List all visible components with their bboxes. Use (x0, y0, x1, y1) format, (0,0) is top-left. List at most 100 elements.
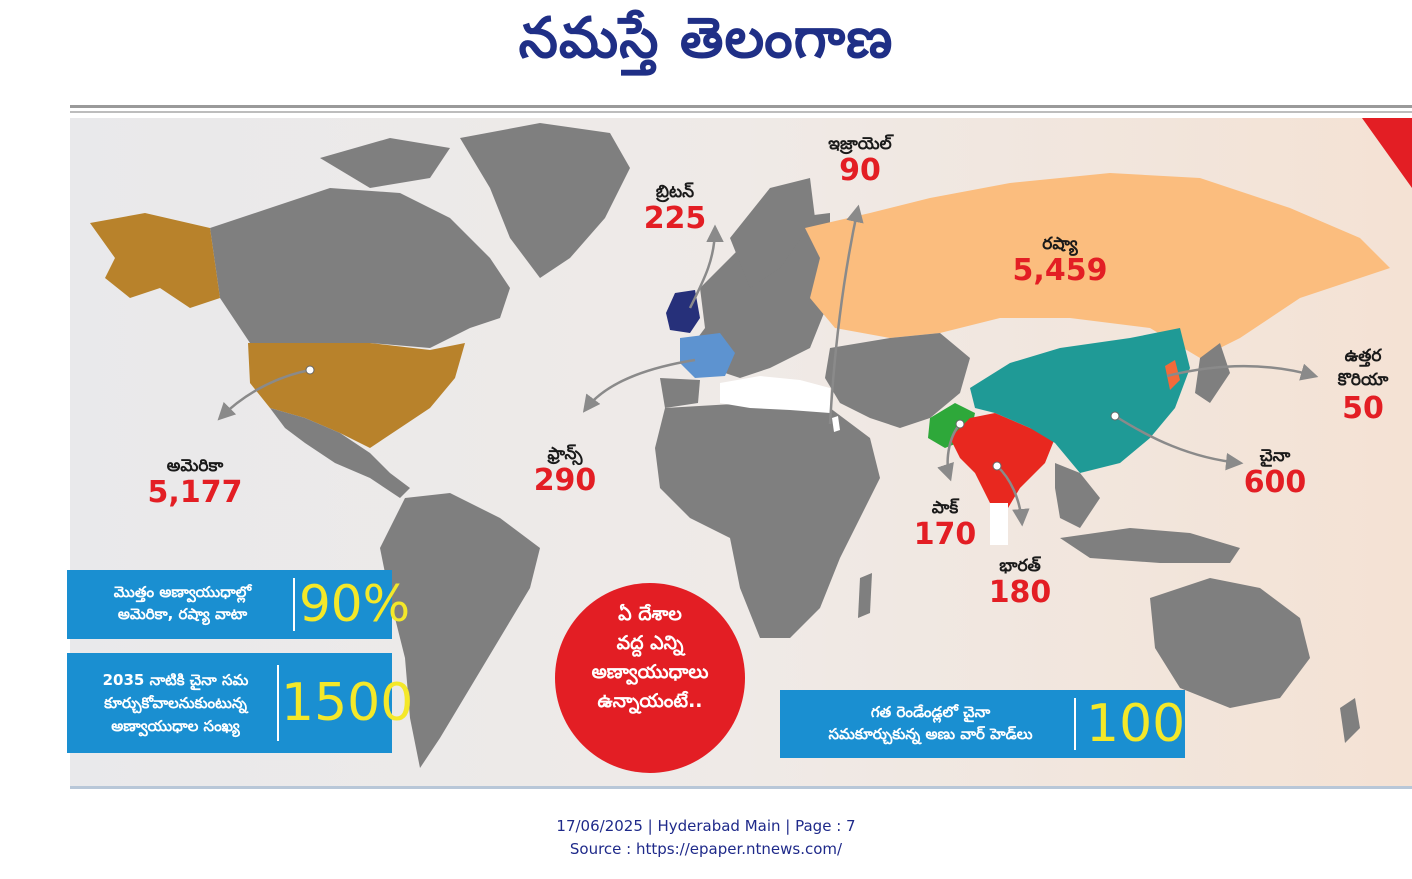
india-dot (992, 461, 1002, 471)
label-india: భారత్ 180 (975, 556, 1065, 610)
label-usa: అమెరికా 5,177 (140, 456, 250, 510)
info-separator (293, 578, 295, 631)
japan-shape (1195, 343, 1230, 403)
australia-shape (1150, 578, 1310, 708)
country-value: 5,459 (1012, 253, 1108, 288)
headline-circle (555, 583, 745, 773)
info-box-text: మొత్తం అణ్వాయుధాల్లో అమెరికా, రష్యా వాటా (75, 581, 290, 625)
info-line: అణ్వాయుధాల సంఖ్య (111, 717, 240, 735)
info-separator (1074, 698, 1076, 750)
pakistan-arrow (937, 423, 961, 482)
russia-shape (805, 173, 1390, 358)
world-map-panel: బ్రిటన్ 225 ఇజ్రాయెల్ 90 రష్యా 5,459 ఉత్… (70, 118, 1412, 788)
mexico-shape (270, 408, 410, 498)
china-arrow (1114, 414, 1244, 471)
label-china: చైనా 600 (1230, 446, 1320, 500)
usa-arrow (217, 368, 311, 421)
usa-dot (305, 365, 315, 375)
label-north-korea: ఉత్తర కొరియా 50 (1318, 344, 1408, 426)
country-value: 90 (839, 153, 881, 188)
north-korea-arrow (1166, 363, 1319, 381)
info-box-share: మొత్తం అణ్వాయుధాల్లో అమెరికా, రష్యా వాటా… (67, 570, 410, 639)
country-name: ఫ్రాన్స్ (547, 444, 583, 464)
country-name: పాక్ (931, 498, 959, 518)
country-value: 290 (533, 463, 597, 498)
info-box-number: 100 (1086, 694, 1186, 754)
headline-line: ఉన్నాయంటే.. (597, 690, 703, 712)
header-divider (70, 105, 1412, 108)
country-value: 50 (1342, 391, 1384, 426)
info-line: కూర్చుకోవాలనుకుంటున్న (104, 694, 247, 712)
masthead: నమస్తే తెలంగాణ (0, 0, 1412, 100)
info-box-number: 1500 (281, 673, 414, 733)
country-name: చైనా (1259, 446, 1291, 466)
info-box-text: గత రెండేండ్లలో చైనా సమకూర్చుకున్న అణు వా… (788, 701, 1073, 745)
pakistan-dot (955, 419, 965, 429)
mediterranean-shape (720, 376, 830, 413)
country-value: 180 (988, 575, 1052, 610)
map-bottom-rule (70, 786, 1412, 789)
arctic-islands-shape (320, 138, 450, 188)
info-box-china-two-years: గత రెండేండ్లలో చైనా సమకూర్చుకున్న అణు వా… (780, 690, 1185, 758)
country-name: ఉత్తర కొరియా (1337, 346, 1389, 390)
country-name: అమెరికా (166, 456, 224, 476)
india-label-bar (990, 503, 1008, 545)
label-pakistan: పాక్ 170 (905, 498, 985, 552)
info-line: గత రెండేండ్లలో చైనా (870, 703, 991, 721)
south-america-shape (380, 493, 540, 768)
country-name: బ్రిటన్ (655, 182, 695, 202)
info-box-number: 90% (299, 575, 411, 633)
europe-shape (690, 213, 830, 378)
label-britain: బ్రిటన్ 225 (630, 182, 720, 236)
madagascar-shape (858, 573, 872, 618)
headline-line: ఏ దేశాల (618, 603, 682, 625)
label-russia: రష్యా 5,459 (990, 234, 1130, 288)
country-value: 5,177 (147, 475, 243, 510)
country-value: 170 (913, 517, 977, 552)
info-line: అమెరికా, రష్యా వాటా (117, 605, 248, 623)
india-arrow (996, 465, 1030, 527)
info-box-china-2035: 2035 నాటికి చైనా సమ కూర్చుకోవాలనుకుంటున్… (67, 653, 413, 753)
middle-east-shape (825, 333, 970, 428)
info-line: మొత్తం అణ్వాయుధాల్లో (113, 583, 252, 601)
country-name: రష్యా (1042, 234, 1078, 254)
canada-shape (210, 188, 510, 348)
headline-text: ఏ దేశాల వద్ద ఎన్ని అణ్వాయుధాలు ఉన్నాయంటే… (555, 600, 745, 716)
country-name: ఇజ్రాయెల్ (828, 134, 892, 154)
info-line: సమకూర్చుకున్న అణు వార్ హెడ్‌లు (828, 725, 1033, 743)
france-arrow (582, 358, 696, 413)
info-separator (277, 665, 279, 741)
headline-line: అణ్వాయుధాలు (591, 661, 709, 683)
france-shape (680, 333, 735, 378)
israel-arrow (828, 204, 864, 425)
alaska-shape (90, 213, 220, 308)
footer-source-line: Source : https://epaper.ntnews.com/ (569, 840, 843, 858)
iberia-shape (660, 378, 700, 408)
china-shape (970, 328, 1190, 473)
label-france: ఫ్రాన్స్ 290 (520, 444, 610, 498)
headline-line: వద్ద ఎన్ని (616, 632, 684, 654)
country-name: భారత్ (999, 556, 1041, 576)
world-map (90, 118, 1412, 768)
indonesia-shape (1060, 528, 1240, 563)
britain-shape (666, 290, 700, 333)
scandinavia-shape (730, 178, 815, 288)
footer-date-line: 17/06/2025 | Hyderabad Main | Page : 7 (556, 817, 856, 835)
country-value: 225 (643, 201, 707, 236)
southeast-asia-shape (1055, 463, 1100, 528)
africa-shape (655, 403, 880, 638)
label-israel: ఇజ్రాయెల్ 90 (800, 134, 920, 188)
india-shape (950, 413, 1055, 513)
usa-shape (248, 343, 465, 448)
header-divider-secondary (70, 111, 1412, 113)
info-box-text: 2035 నాటికి చైనా సమ కూర్చుకోవాలనుకుంటున్… (73, 669, 278, 738)
greenland-shape (460, 123, 630, 278)
newspaper-title: నమస్తే తెలంగాణ (518, 6, 894, 71)
red-corner-accent (1362, 118, 1412, 188)
info-line: 2035 నాటికి చైనా సమ (102, 671, 249, 689)
israel-shape (832, 416, 840, 432)
country-value: 600 (1243, 465, 1307, 500)
britain-arrow (688, 224, 724, 309)
new-zealand-shape (1340, 698, 1360, 743)
china-dot (1110, 411, 1120, 421)
